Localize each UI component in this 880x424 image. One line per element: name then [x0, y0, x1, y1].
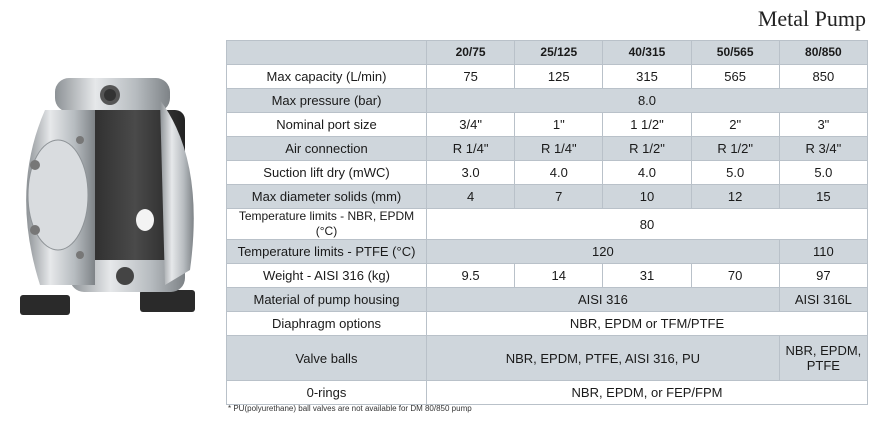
- row-label: Max pressure (bar): [226, 88, 427, 113]
- table-cell: R 1/2": [690, 136, 780, 161]
- valve-balls-line: NBR, EPDM,: [785, 343, 862, 358]
- table-cell: 31: [602, 263, 692, 288]
- table-cell: 15: [778, 184, 869, 209]
- model-header: 50/565: [690, 40, 780, 65]
- header-row: 20/75 25/125 40/315 50/565 80/850: [226, 40, 869, 65]
- table-row: Diaphragm options NBR, EPDM or TFM/PTFE: [226, 311, 868, 336]
- row-label: Temperature limits - NBR, EPDM (°C): [226, 208, 427, 240]
- table-cell: 1 1/2": [602, 112, 692, 137]
- table-cell: 4: [425, 184, 516, 209]
- table-cell: 5.0: [778, 160, 869, 185]
- table-cell: 14: [514, 263, 604, 288]
- table-row: Max pressure (bar) 8.0: [226, 88, 868, 113]
- row-label: 0-rings: [226, 380, 427, 405]
- pump-photo: [20, 78, 195, 315]
- table-cell: 3.0: [425, 160, 516, 185]
- table-cell: 315: [602, 64, 692, 89]
- table-cell: 8.0: [426, 88, 868, 113]
- table-cell: 3/4": [425, 112, 516, 137]
- model-header: 20/75: [425, 40, 516, 65]
- table-row: Suction lift dry (mWC) 3.0 4.0 4.0 5.0 5…: [226, 160, 869, 185]
- table-row: Max diameter solids (mm) 4 7 10 12 15: [226, 184, 869, 209]
- table-row: Max capacity (L/min) 75 125 315 565 850: [226, 64, 869, 89]
- header-corner: [226, 40, 427, 65]
- table-cell: 3": [778, 112, 869, 137]
- table-cell: 7: [514, 184, 604, 209]
- row-label: Suction lift dry (mWC): [226, 160, 427, 185]
- table-cell: 4.0: [602, 160, 692, 185]
- table-cell: 110: [778, 239, 869, 264]
- row-label: Weight - AISI 316 (kg): [226, 263, 427, 288]
- row-label: Air connection: [226, 136, 427, 161]
- table-cell: 1": [514, 112, 604, 137]
- table-cell: NBR, EPDM, PTFE, AISI 316, PU: [426, 335, 780, 381]
- row-label: Material of pump housing: [226, 287, 427, 312]
- table-row: Air connection R 1/4" R 1/4" R 1/2" R 1/…: [226, 136, 869, 161]
- table-cell: R 1/4": [425, 136, 516, 161]
- table-cell: NBR, EPDM, PTFE: [778, 335, 869, 381]
- table-cell: 75: [425, 64, 516, 89]
- table-cell: 125: [514, 64, 604, 89]
- table-cell: 4.0: [514, 160, 604, 185]
- row-label: Max capacity (L/min): [226, 64, 427, 89]
- row-label: Temperature limits - PTFE (°C): [226, 239, 427, 264]
- table-cell: 70: [690, 263, 780, 288]
- table-row: 0-rings NBR, EPDM, or FEP/FPM: [226, 380, 868, 405]
- row-label: Max diameter solids (mm): [226, 184, 427, 209]
- table-cell: AISI 316: [426, 287, 780, 312]
- model-header: 80/850: [778, 40, 869, 65]
- table-row: Valve balls NBR, EPDM, PTFE, AISI 316, P…: [226, 335, 869, 381]
- table-row: Temperature limits - NBR, EPDM (°C) 80: [226, 208, 868, 240]
- spec-table: 20/75 25/125 40/315 50/565 80/850 Max ca…: [226, 40, 869, 405]
- table-cell: 850: [778, 64, 869, 89]
- table-cell: 9.5: [425, 263, 516, 288]
- table-cell: 120: [426, 239, 780, 264]
- row-label: Valve balls: [226, 335, 427, 381]
- valve-balls-line: PTFE: [806, 358, 840, 373]
- row-label: Nominal port size: [226, 112, 427, 137]
- table-cell: NBR, EPDM or TFM/PTFE: [426, 311, 868, 336]
- table-row: Nominal port size 3/4" 1" 1 1/2" 2" 3": [226, 112, 869, 137]
- table-row: Weight - AISI 316 (kg) 9.5 14 31 70 97: [226, 263, 869, 288]
- table-cell: 80: [426, 208, 868, 240]
- table-cell: 10: [602, 184, 692, 209]
- table-cell: 5.0: [690, 160, 780, 185]
- table-row: Material of pump housing AISI 316 AISI 3…: [226, 287, 869, 312]
- footnote: * PU(polyurethane) ball valves are not a…: [228, 404, 472, 413]
- page-title: Metal Pump: [757, 6, 866, 31]
- model-header: 25/125: [514, 40, 604, 65]
- table-cell: NBR, EPDM, or FEP/FPM: [426, 380, 868, 405]
- model-header: 40/315: [602, 40, 692, 65]
- table-cell: 565: [690, 64, 780, 89]
- table-row: Temperature limits - PTFE (°C) 120 110: [226, 239, 869, 264]
- row-label: Diaphragm options: [226, 311, 427, 336]
- table-cell: 12: [690, 184, 780, 209]
- table-cell: 2": [690, 112, 780, 137]
- table-cell: R 1/4": [514, 136, 604, 161]
- table-cell: 97: [778, 263, 869, 288]
- table-cell: R 1/2": [602, 136, 692, 161]
- table-cell: R 3/4": [778, 136, 869, 161]
- table-cell: AISI 316L: [778, 287, 869, 312]
